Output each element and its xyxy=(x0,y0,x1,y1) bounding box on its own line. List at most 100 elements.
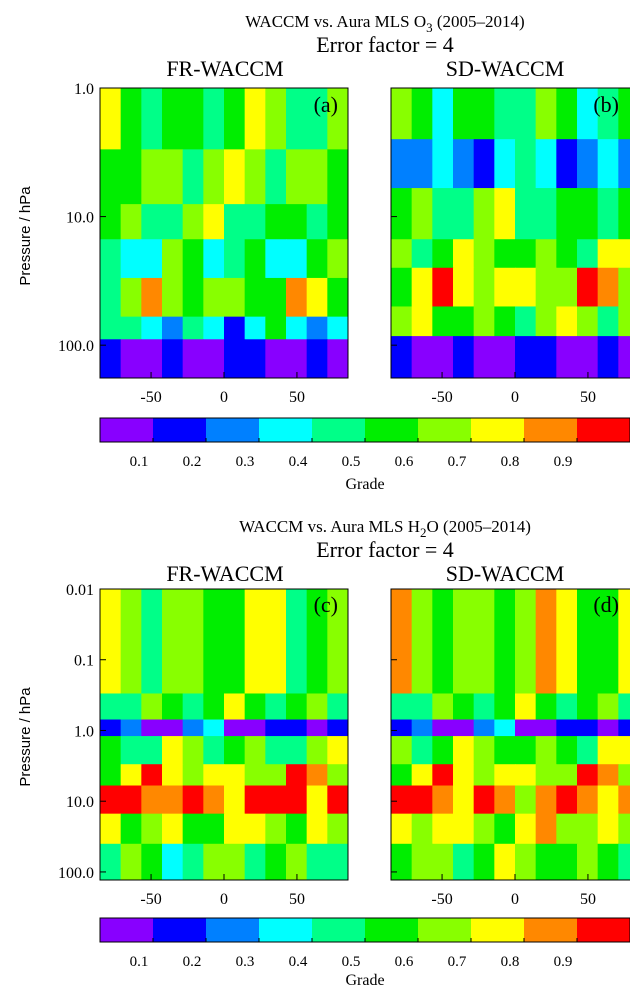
panel-c-cell xyxy=(120,843,142,881)
panel-d-cell xyxy=(556,719,578,737)
panel-a-cell xyxy=(244,88,266,150)
panel-c-cell xyxy=(306,693,328,721)
panel-d-cell xyxy=(473,785,495,815)
panel-a-cell xyxy=(306,239,328,279)
panel-a-cell xyxy=(327,339,349,379)
panel-c-cell xyxy=(162,843,184,881)
panel-b-cell xyxy=(618,188,630,240)
panel-c-cell xyxy=(100,813,122,845)
panel-d-cell xyxy=(453,813,475,845)
panel-d-cell xyxy=(411,693,433,721)
panel-c-cell xyxy=(162,719,184,737)
panel-b-cell xyxy=(391,336,413,379)
panel-c-cell xyxy=(162,764,184,787)
panel-c-cell xyxy=(265,764,287,787)
panel-d-cell xyxy=(515,764,537,787)
panel-b-cell xyxy=(515,139,537,189)
panel-a-cell xyxy=(306,88,328,150)
panel-b-cell xyxy=(556,336,578,379)
panel-b-cell xyxy=(453,188,475,240)
panel-d-cell xyxy=(597,589,619,694)
panel-b-cell xyxy=(494,88,516,140)
panel-b-cell xyxy=(411,306,433,337)
panel-b-title: SD-WACCM xyxy=(446,56,565,81)
panel-b-cell xyxy=(473,239,495,269)
panel-a-cell xyxy=(327,88,349,150)
panel-b-cell xyxy=(473,306,495,337)
o3-colorbar-swatch xyxy=(365,418,419,442)
panel-d-cell xyxy=(577,736,599,765)
panel-b-cell xyxy=(432,139,454,189)
panel-c-cell xyxy=(244,589,266,694)
panel-c-cell xyxy=(306,764,328,787)
panel-a-cell xyxy=(224,277,246,318)
panel-d-title: SD-WACCM xyxy=(446,561,565,586)
panel-a-cell xyxy=(244,277,266,318)
o3-y-axis-label: Pressure / hPa xyxy=(17,186,34,286)
panel-a-cell xyxy=(182,88,204,150)
panel-a-cell xyxy=(100,204,122,240)
panel-d-cell xyxy=(556,785,578,815)
panel-d-cell xyxy=(494,719,516,737)
h2o-figure: WACCM vs. Aura MLS H2O (2005–2014) Error… xyxy=(17,517,630,989)
panel-c-cell xyxy=(327,813,349,845)
panel-c-cell xyxy=(120,785,142,815)
panel-b-cell xyxy=(618,336,630,379)
panel-c-cell xyxy=(327,693,349,721)
panel-d-cell xyxy=(411,589,433,694)
panel-a-cell xyxy=(265,316,287,340)
panel-d-cell xyxy=(618,719,630,737)
panel-c-cell xyxy=(182,719,204,737)
o3-colorbar-tick-label: 0.2 xyxy=(183,454,202,470)
panel-a-cell xyxy=(265,339,287,379)
o3-title: WACCM vs. Aura MLS O3 (2005–2014) xyxy=(245,12,524,35)
h2o-ytick-label: 100.0 xyxy=(58,865,94,882)
panel-d-plot xyxy=(390,588,630,881)
panel-d-cell xyxy=(556,813,578,845)
panel-d-cell xyxy=(411,813,433,845)
panel-d-cell xyxy=(556,736,578,765)
o3-colorbar-swatch xyxy=(471,418,525,442)
panel-d-cell xyxy=(453,764,475,787)
panel-d-cell xyxy=(453,589,475,694)
h2o-colorbar-tick-label: 0.9 xyxy=(554,954,573,970)
h2o-xtick-label: 0 xyxy=(511,891,519,908)
panel-d-cell xyxy=(535,764,557,787)
panel-b-cell xyxy=(411,88,433,140)
panel-a-cell xyxy=(141,339,163,379)
o3-colorbar-tick-label: 0.1 xyxy=(130,454,149,470)
panel-d-cell xyxy=(473,589,495,694)
o3-xtick-label: -50 xyxy=(140,389,161,406)
panel-d-cell xyxy=(556,589,578,694)
panel-d-cell xyxy=(597,764,619,787)
panel-b-cell xyxy=(411,336,433,379)
panel-c-cell xyxy=(286,719,308,737)
panel-b-cell xyxy=(556,239,578,269)
panel-c-cell xyxy=(286,843,308,881)
panel-b-cell xyxy=(473,139,495,189)
panel-d-cell xyxy=(494,736,516,765)
panel-b-cell xyxy=(515,336,537,379)
panel-c-cell xyxy=(224,785,246,815)
panel-d-cell xyxy=(411,764,433,787)
panel-d-cell xyxy=(494,764,516,787)
panel-c-cell xyxy=(141,813,163,845)
panel-b-cell xyxy=(535,139,557,189)
panel-b-cell xyxy=(494,336,516,379)
h2o-colorbar-swatch xyxy=(365,918,419,942)
panel-d-cell xyxy=(432,785,454,815)
panel-a-cell xyxy=(286,88,308,150)
panel-a-cell xyxy=(162,339,184,379)
panel-a-cell xyxy=(182,149,204,205)
panel-d-cell xyxy=(577,813,599,845)
panel-a-cell xyxy=(306,149,328,205)
h2o-x-ticks: -50 0 50 -50 0 50 xyxy=(140,891,596,908)
panel-a-cell xyxy=(286,316,308,340)
panel-a-cell xyxy=(203,239,225,279)
panel-a-cell xyxy=(286,339,308,379)
panel-d-cell xyxy=(515,813,537,845)
panel-a-cell xyxy=(203,316,225,340)
panel-c-cell xyxy=(203,693,225,721)
panel-c-cell xyxy=(286,589,308,694)
panel-c-cell xyxy=(224,764,246,787)
